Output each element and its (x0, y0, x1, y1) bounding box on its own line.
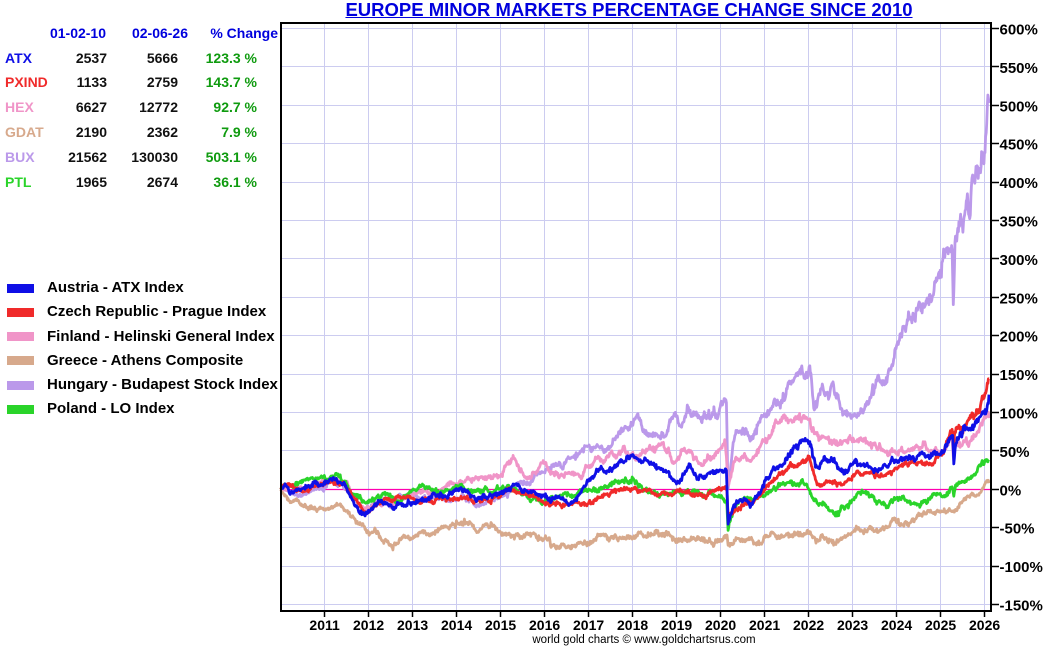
svg-text:2013: 2013 (397, 617, 428, 633)
svg-text:2020: 2020 (705, 617, 736, 633)
svg-text:-50%: -50% (1000, 521, 1035, 538)
svg-text:2024: 2024 (881, 617, 912, 633)
svg-text:50%: 50% (1000, 444, 1030, 461)
svg-text:2018: 2018 (617, 617, 648, 633)
svg-text:350%: 350% (1000, 214, 1038, 231)
svg-text:2022: 2022 (793, 617, 824, 633)
svg-text:200%: 200% (1000, 329, 1038, 346)
svg-text:450%: 450% (1000, 137, 1038, 154)
svg-text:2023: 2023 (837, 617, 868, 633)
svg-text:400%: 400% (1000, 175, 1038, 192)
svg-text:600%: 600% (1000, 22, 1038, 39)
svg-text:300%: 300% (1000, 252, 1038, 269)
svg-text:150%: 150% (1000, 367, 1038, 384)
svg-text:2021: 2021 (749, 617, 780, 633)
svg-text:2015: 2015 (485, 617, 516, 633)
svg-text:2014: 2014 (441, 617, 472, 633)
svg-text:2025: 2025 (925, 617, 956, 633)
svg-text:2019: 2019 (661, 617, 692, 633)
svg-text:550%: 550% (1000, 60, 1038, 77)
svg-text:-150%: -150% (1000, 598, 1043, 615)
svg-text:2016: 2016 (529, 617, 560, 633)
svg-text:100%: 100% (1000, 406, 1038, 423)
svg-text:0%: 0% (1000, 482, 1022, 499)
svg-text:500%: 500% (1000, 98, 1038, 115)
svg-text:2017: 2017 (573, 617, 604, 633)
svg-text:250%: 250% (1000, 290, 1038, 307)
svg-text:-100%: -100% (1000, 559, 1043, 576)
svg-text:2011: 2011 (309, 617, 340, 633)
svg-text:2012: 2012 (353, 617, 384, 633)
svg-text:2026: 2026 (969, 617, 1000, 633)
